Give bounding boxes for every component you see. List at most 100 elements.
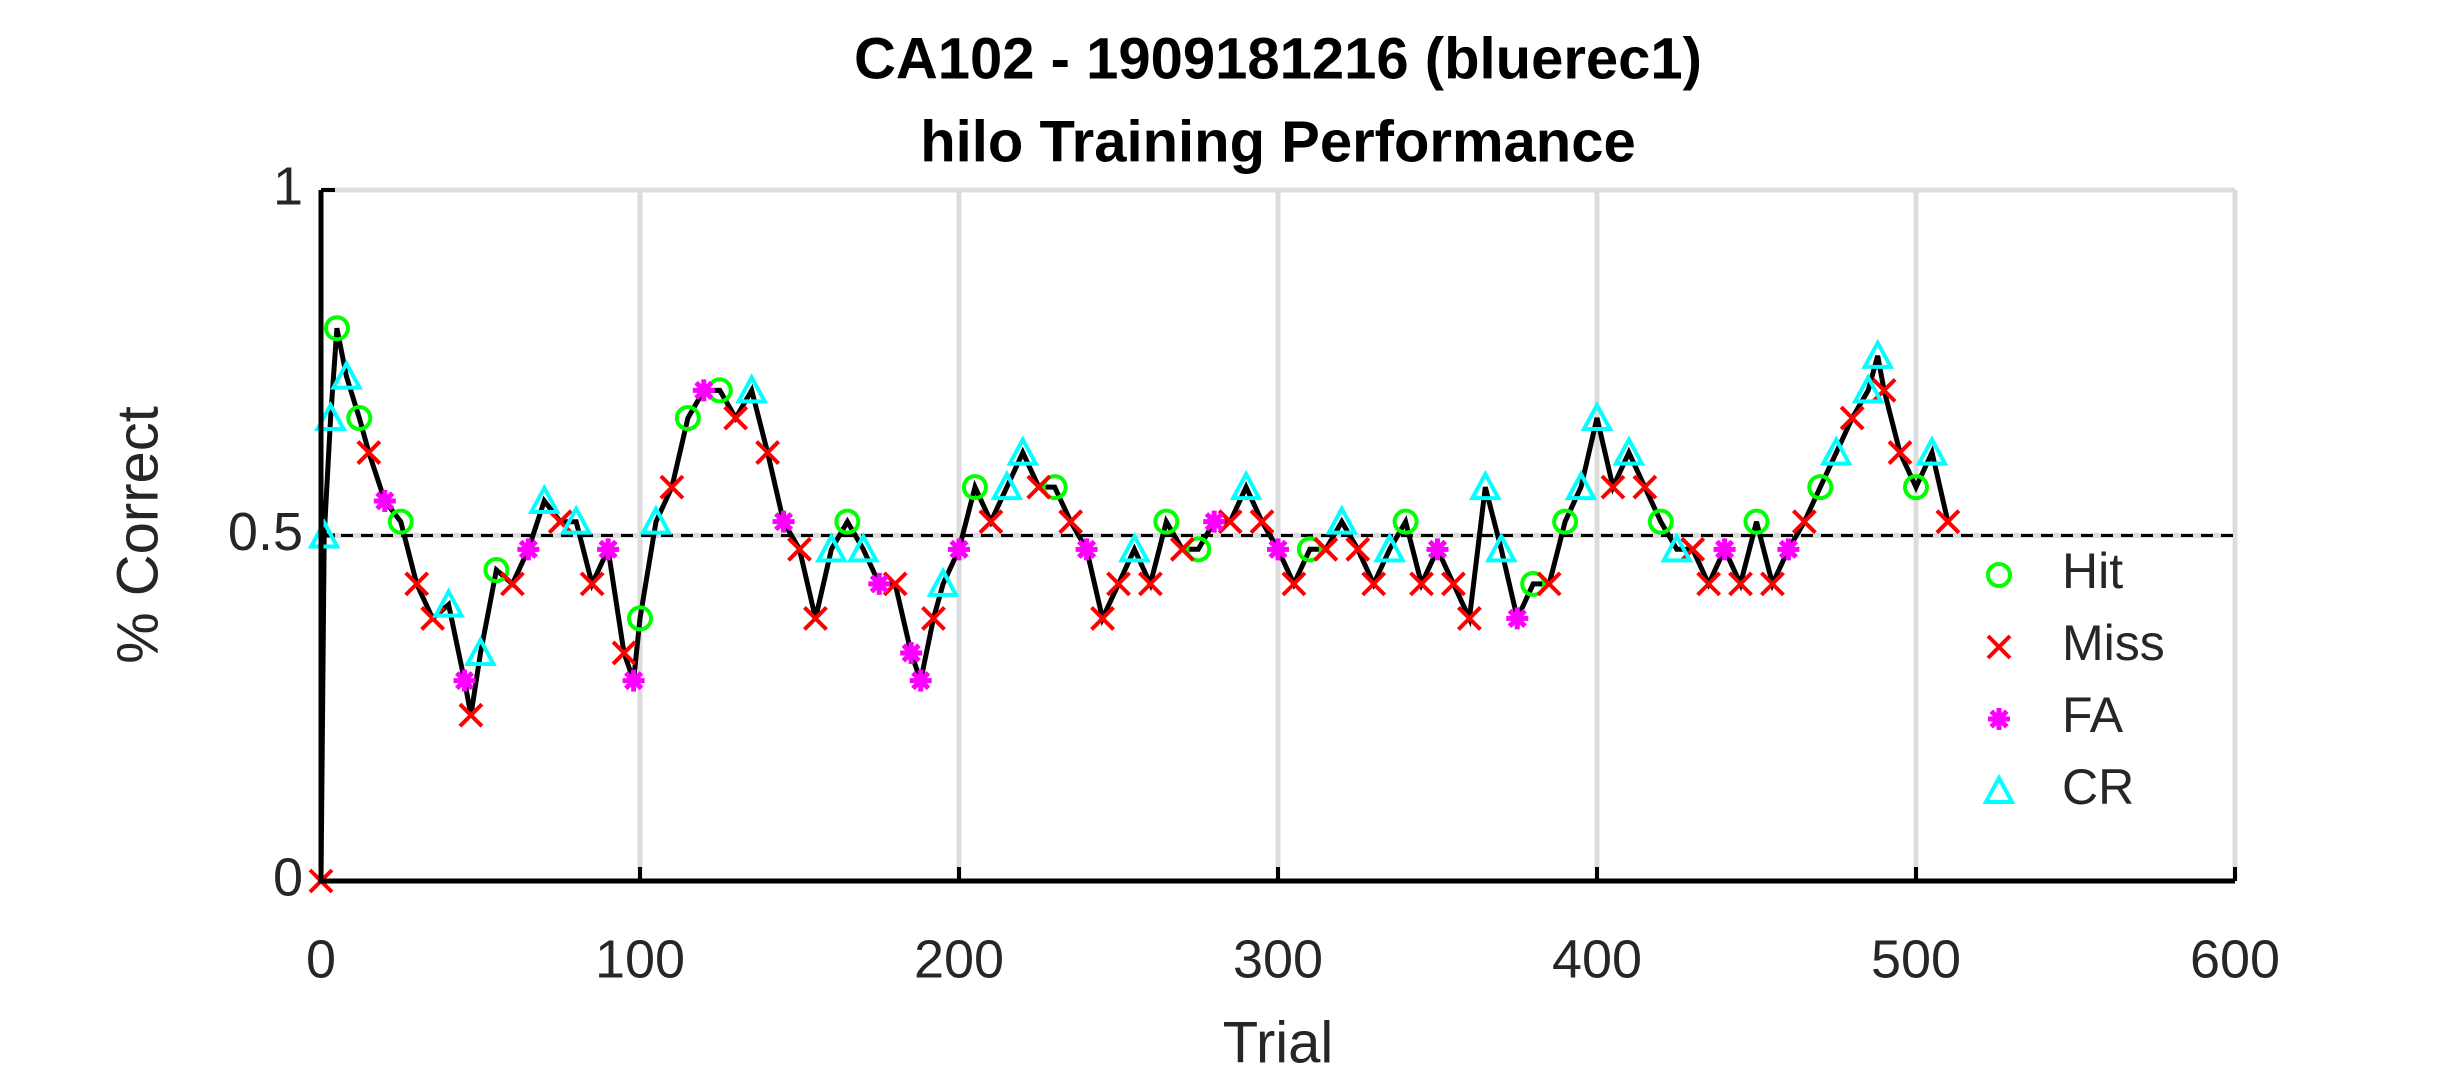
cr-marker — [1468, 469, 1502, 501]
fa-marker — [1777, 538, 1800, 561]
fa-marker — [948, 538, 970, 561]
x-tick-label: 600 — [2190, 929, 2280, 989]
cr-marker — [990, 469, 1024, 501]
cr-marker — [1851, 373, 1885, 404]
miss-marker — [356, 440, 382, 465]
miss-marker — [1632, 474, 1658, 500]
cr-marker — [1373, 532, 1407, 563]
miss-marker — [579, 571, 605, 597]
fa-marker — [1713, 538, 1736, 561]
miss-marker — [611, 640, 637, 666]
fa-marker — [1506, 607, 1529, 630]
hit-marker — [1520, 570, 1547, 597]
cr-marker — [314, 400, 347, 432]
fa-marker — [1075, 538, 1098, 561]
fa-marker — [1203, 510, 1226, 533]
cr-marker — [1660, 532, 1694, 563]
x-tick-label: 200 — [914, 929, 1004, 989]
cr-marker — [432, 587, 465, 618]
legend-label: Hit — [2062, 543, 2123, 599]
fa-marker — [1267, 538, 1289, 561]
fa-marker — [909, 669, 932, 692]
miss-marker — [1871, 377, 1897, 403]
fa-marker — [597, 538, 620, 561]
cr-marker — [330, 359, 363, 390]
miss-marker — [1249, 509, 1275, 535]
cr-marker — [815, 532, 848, 563]
hit-marker — [346, 405, 373, 432]
miss-marker — [1026, 474, 1052, 500]
cr-marker — [1325, 504, 1359, 535]
miss-marker — [1345, 536, 1371, 562]
miss-marker — [458, 702, 484, 728]
fa-marker — [900, 641, 923, 664]
hit-marker — [483, 557, 510, 584]
cr-marker — [639, 504, 673, 535]
y-tick-label: 1 — [273, 156, 303, 216]
hit-marker — [1392, 508, 1419, 535]
miss-marker — [978, 509, 1004, 535]
miss-marker — [723, 405, 749, 431]
cr-marker — [1229, 469, 1263, 501]
hit-marker — [1552, 508, 1579, 535]
miss-marker — [1456, 606, 1482, 631]
miss-marker — [882, 571, 908, 597]
cr-marker — [307, 518, 341, 549]
x-tick-label: 300 — [1233, 929, 1323, 989]
miss-marker — [1986, 634, 2012, 660]
miss-marker — [1536, 571, 1562, 597]
miss-marker — [787, 536, 812, 562]
miss-marker — [1217, 509, 1243, 535]
cr-marker — [846, 532, 880, 563]
hit-marker — [1647, 508, 1674, 535]
miss-marker — [499, 571, 525, 597]
y-axis-label: % Correct — [105, 406, 170, 664]
miss-marker — [1600, 474, 1626, 500]
cr-marker — [1982, 773, 2016, 804]
miss-marker — [1839, 405, 1865, 431]
miss-marker — [404, 571, 430, 597]
miss-marker — [1281, 571, 1307, 597]
miss-marker — [1090, 606, 1115, 631]
hit-marker — [1185, 536, 1212, 563]
fa-marker — [517, 538, 540, 561]
miss-marker — [1791, 509, 1817, 535]
cr-marker — [926, 566, 960, 597]
miss-marker — [1680, 536, 1706, 562]
chart-subtitle: hilo Training Performance — [920, 109, 1635, 174]
cr-marker — [1861, 338, 1895, 369]
miss-marker — [1409, 571, 1434, 597]
fa-marker — [453, 669, 476, 692]
x-tick-label: 100 — [595, 929, 685, 989]
x-tick-label: 400 — [1552, 929, 1642, 989]
hit-marker — [674, 405, 701, 432]
hit-marker — [387, 508, 414, 535]
miss-marker — [1169, 536, 1195, 562]
hit-marker — [1041, 474, 1068, 501]
miss-marker — [1935, 509, 1961, 535]
cr-marker — [1612, 435, 1646, 466]
miss-marker — [755, 440, 781, 465]
miss-marker — [1313, 536, 1339, 562]
hit-marker — [1153, 508, 1180, 535]
cr-marker — [527, 483, 561, 514]
hit-marker — [1296, 536, 1323, 563]
legend-label: Miss — [2062, 615, 2165, 671]
hit-marker — [627, 605, 653, 632]
cr-marker — [735, 373, 769, 404]
fa-marker — [692, 379, 715, 402]
legend-label: FA — [2062, 687, 2124, 743]
fa-marker — [1988, 708, 2010, 730]
cr-marker — [559, 504, 593, 535]
cr-marker — [1819, 435, 1853, 466]
y-tick-label: 0.5 — [228, 502, 303, 562]
cr-marker — [464, 635, 497, 666]
cr-marker — [1006, 435, 1040, 466]
hit-marker — [1743, 508, 1770, 535]
fa-marker — [622, 669, 645, 692]
miss-marker — [803, 606, 828, 631]
miss-marker — [1361, 571, 1387, 597]
